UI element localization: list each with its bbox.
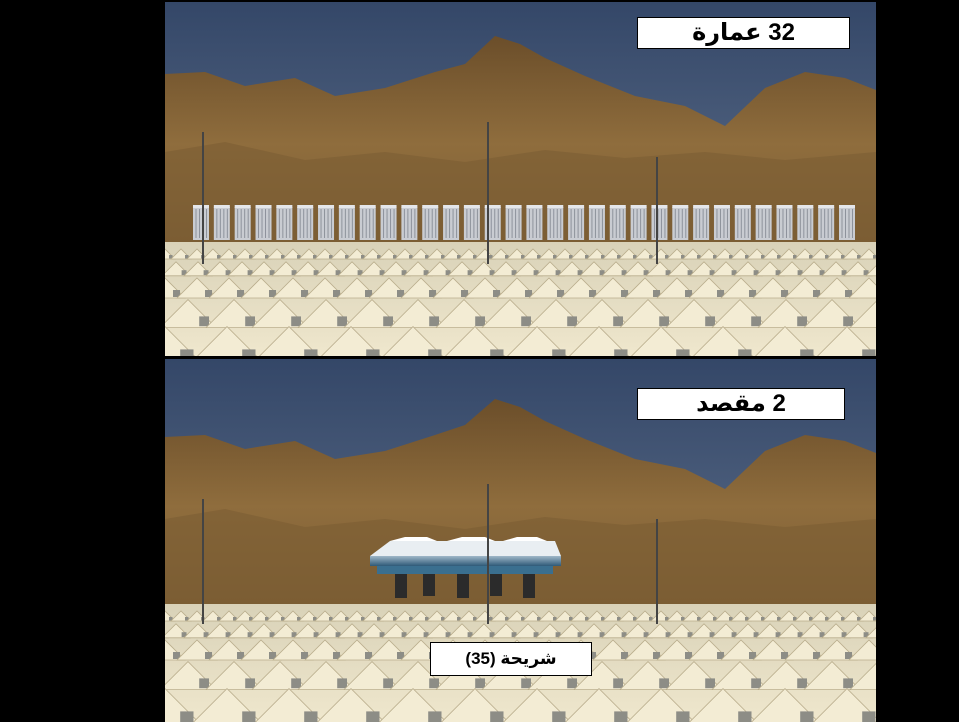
building-tower (463, 205, 480, 240)
building-tower (713, 205, 730, 240)
slide-number-caption: شريحة (35) (430, 642, 592, 676)
top-photo (165, 2, 876, 356)
building-tower (755, 205, 772, 240)
building-tower (547, 205, 564, 240)
building-tower (797, 205, 814, 240)
building-tower (568, 205, 585, 240)
slide: 32 عمارة (165, 0, 876, 722)
building-tower (818, 205, 835, 240)
building-tower (651, 205, 668, 240)
building-tower (526, 205, 543, 240)
building-tower (776, 205, 793, 240)
building-tower (401, 205, 418, 240)
bottom-panel-label: 2 مقصد (637, 388, 845, 420)
building-tower (276, 205, 293, 240)
top-panel-label: 32 عمارة (637, 17, 850, 49)
building-tower (234, 205, 251, 240)
building-tower (693, 205, 710, 240)
building-tower (839, 205, 855, 240)
building-tower (672, 205, 689, 240)
maqsad-structures (370, 537, 561, 598)
bottom-photo-panel: 2 مقصد شريحة (35) (165, 359, 876, 722)
building-tower (359, 205, 376, 240)
building-tower (505, 205, 522, 240)
building-tower (443, 205, 460, 240)
building-tower (380, 205, 397, 240)
building-tower (630, 205, 647, 240)
building-tower (255, 205, 272, 240)
building-tower (422, 205, 439, 240)
building-tower (588, 205, 605, 240)
building-tower (338, 205, 355, 240)
building-tower (193, 205, 209, 240)
building-tower (734, 205, 751, 240)
building-tower (297, 205, 314, 240)
building-tower (609, 205, 626, 240)
building-tower (318, 205, 335, 240)
top-photo-panel: 32 عمارة (165, 2, 876, 356)
building-tower (213, 205, 230, 240)
